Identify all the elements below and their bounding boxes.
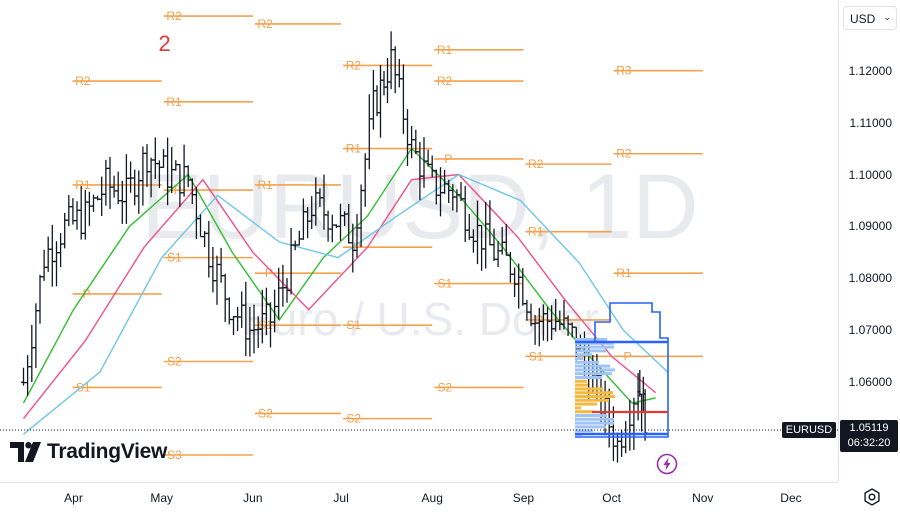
pivot-label: R2 <box>346 58 362 72</box>
pivot-label: R2 <box>258 17 274 31</box>
price-tick-label: 1.09000 <box>848 219 892 234</box>
volume-bar <box>575 372 612 376</box>
price-tick-label: 1.07000 <box>848 323 892 338</box>
pivot-label: S1 <box>167 251 182 265</box>
gear-icon[interactable] <box>862 487 882 507</box>
pivot-label: R1 <box>166 95 182 109</box>
pivot-label: R2 <box>166 9 182 23</box>
pivot-label: R2 <box>528 157 544 171</box>
volume-bar <box>575 383 588 387</box>
wave-label: 2 <box>159 31 171 56</box>
price-tick-label: 1.06000 <box>848 375 892 390</box>
price-tick-label: 1.12000 <box>848 63 892 78</box>
volume-bar <box>575 395 615 398</box>
pivot-label: S1 <box>346 318 361 332</box>
pivot-label: S1 <box>76 380 91 394</box>
pivot-label: R1 <box>346 142 362 156</box>
pivot-label: R1 <box>75 178 91 192</box>
logo-text: TradingView <box>47 440 168 463</box>
symbol-label: EURUSD <box>782 422 836 438</box>
chevron-down-icon: ⌄ <box>883 12 891 22</box>
pivot-label: P <box>265 266 273 280</box>
last-price-value: 1.05119 <box>849 422 889 434</box>
pivot-label: R1 <box>616 266 632 280</box>
pivot-label: R1 <box>437 43 453 57</box>
pivot-label: P <box>174 183 182 197</box>
tradingview-logo-icon <box>10 442 41 462</box>
volume-profile <box>575 302 669 438</box>
volume-bar <box>575 376 602 379</box>
wave-labels: 23 <box>159 31 171 56</box>
volume-bar <box>575 338 607 341</box>
price-chart[interactable]: EURUSD, 1D Euro / U.S. Dollar R2R1PS1R2R… <box>0 0 838 482</box>
time-tick-label: May <box>150 491 174 505</box>
pivot-label: S2 <box>167 355 182 369</box>
bar-countdown: 06:32:20 <box>847 437 891 449</box>
pivot-label: R2 <box>437 74 453 88</box>
volume-bar <box>575 398 609 402</box>
volume-bar <box>575 360 599 364</box>
pivot-label: S2 <box>438 380 453 394</box>
volume-bar <box>575 391 613 395</box>
volume-bar <box>575 357 583 360</box>
pivot-label: R1 <box>528 225 544 239</box>
volume-bar <box>575 410 593 414</box>
time-axis[interactable]: Apr May Jun Jul Aug Sep Oct Nov Dec <box>0 482 838 510</box>
volume-bar <box>575 364 610 368</box>
time-tick-label: Jun <box>243 491 263 505</box>
volume-bar <box>575 406 581 410</box>
currency-label: USD <box>850 12 876 26</box>
volume-bar <box>575 425 606 429</box>
volume-bar <box>575 379 587 383</box>
last-price-badge: 1.05119 06:32:20 <box>840 420 898 452</box>
price-tick-label: 1.11000 <box>849 115 893 130</box>
volume-bar <box>575 349 606 353</box>
volume-bar <box>575 417 614 421</box>
volume-bar <box>575 421 614 425</box>
price-tick-label: 1.10000 <box>848 167 892 182</box>
lightning-icon[interactable] <box>656 453 678 475</box>
volume-bar <box>575 353 592 357</box>
time-tick-label: Oct <box>602 491 621 505</box>
pivot-label: P <box>83 287 91 301</box>
volume-bar <box>575 387 603 391</box>
volume-bar <box>575 402 597 406</box>
currency-selector[interactable]: USD ⌄ <box>843 6 897 30</box>
candlesticks <box>21 31 648 463</box>
volume-bar <box>575 429 593 433</box>
pivot-label: R3 <box>616 64 632 78</box>
pivot-label: P <box>444 152 452 166</box>
time-tick-label: Sep <box>512 491 535 505</box>
volume-bar <box>575 345 614 349</box>
tradingview-logo[interactable]: TradingView <box>10 440 167 464</box>
moving-average-line <box>22 173 657 420</box>
pivot-label: S1 <box>438 277 453 291</box>
time-tick-label: Nov <box>692 491 714 505</box>
pivot-label: S3 <box>167 448 182 462</box>
volume-bar <box>575 341 614 345</box>
volume-profile-outline <box>575 302 669 438</box>
volume-bar <box>575 368 615 372</box>
time-tick-label: Aug <box>421 491 443 505</box>
pivot-label: R2 <box>75 74 91 88</box>
watermark-description: Euro / U.S. Dollar <box>241 293 599 345</box>
volume-bar <box>575 414 607 417</box>
price-axis[interactable]: 1.12000 1.11000 1.10000 1.09000 1.08000 1.070… <box>838 0 900 482</box>
moving-average-line <box>23 173 668 435</box>
time-tick-label: Apr <box>64 491 83 505</box>
pivot-label: S2 <box>346 412 361 426</box>
pivot-label: R2 <box>616 147 632 161</box>
pivot-label: R1 <box>258 178 274 192</box>
pivot-label: S2 <box>258 406 273 420</box>
time-tick-label: Jul <box>333 491 349 505</box>
pivot-label: P <box>624 349 632 363</box>
pivot-label: S1 <box>529 349 544 363</box>
price-tick-label: 1.08000 <box>848 271 892 286</box>
time-tick-label: Dec <box>780 491 802 505</box>
